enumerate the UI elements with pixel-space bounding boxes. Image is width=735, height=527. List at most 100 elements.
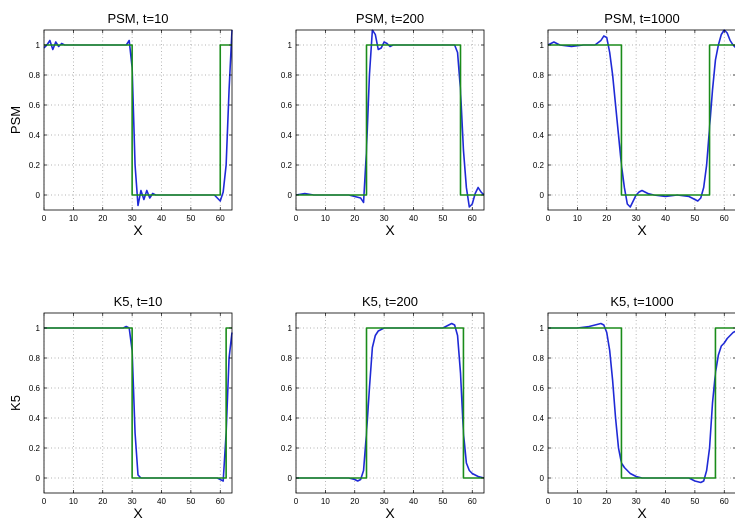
series-line-2 [548,327,735,479]
y-tick-label: 0 [540,191,545,200]
subplot-1: 0 10 20 30 40 50 60 0 0.2 0.4 0.6 0.8 1 PSM, t=10 X PSM [8,11,233,238]
x-tick-label: 20 [350,497,359,506]
x-tick-label: 30 [128,497,137,506]
y-tick-label: 1 [288,324,293,333]
chart-title: K5, t=10 [114,294,163,309]
y-tick-label: 0.4 [533,131,545,140]
x-tick-label: 0 [546,497,551,506]
x-tick-label: 10 [321,214,330,223]
x-tick-label: 20 [602,214,611,223]
x-tick-label: 10 [573,214,582,223]
plot-area [296,313,484,493]
y-tick-label: 0.8 [281,71,293,80]
x-tick-label: 40 [661,214,670,223]
y-tick-label: 0 [288,191,293,200]
plot-area [548,30,735,210]
x-tick-label: 50 [186,497,195,506]
x-tick-label: 30 [380,497,389,506]
y-tick-label: 0 [36,191,41,200]
y-tick-label: 0 [288,474,293,483]
x-axis-label: X [637,505,647,521]
x-tick-label: 30 [632,214,641,223]
x-tick-label: 0 [294,214,299,223]
axes-box [295,312,485,494]
y-tick-label: 0.2 [533,161,545,170]
y-tick-label: 0.8 [533,354,545,363]
y-tick-label: 0.8 [281,354,293,363]
subplot-4: 0 10 20 30 40 50 60 0 0.2 0.4 0.6 0.8 1 K5, t=10 X K5 [8,294,233,521]
x-tick-label: 60 [468,497,477,506]
chart-title: PSM, t=200 [356,11,424,26]
x-tick-label: 30 [380,214,389,223]
x-axis-label: X [133,222,143,238]
x-axis-label: X [385,222,395,238]
subplot-6: 0 10 20 30 40 50 60 0 0.2 0.4 0.6 0.8 1 K5, t=1000 X [533,294,735,521]
y-tick-label: 0.4 [281,414,293,423]
chart-title: K5, t=1000 [610,294,673,309]
x-tick-label: 0 [42,214,47,223]
series-line-2 [296,327,484,479]
y-tick-label: 1 [36,41,41,50]
axes-box [43,29,233,211]
x-tick-label: 10 [321,497,330,506]
y-tick-label: 0.2 [29,161,41,170]
x-axis-label: X [133,505,143,521]
y-tick-label: 1 [540,41,545,50]
subplot-5: 0 10 20 30 40 50 60 0 0.2 0.4 0.6 0.8 1 K5, t=200 X [281,294,485,521]
x-tick-label: 40 [661,497,670,506]
plot-area [44,30,232,210]
y-tick-label: 1 [540,324,545,333]
axes-box [547,312,735,494]
series-line-2 [296,44,484,196]
x-tick-label: 50 [690,214,699,223]
subplot-3: 0 10 20 30 40 50 60 0 0.2 0.4 0.6 0.8 1 PSM, t=1000 X [533,11,735,238]
y-tick-label: 0.6 [533,384,545,393]
y-tick-label: 0.2 [281,444,293,453]
axes-box [547,29,735,211]
y-tick-label: 0.4 [281,131,293,140]
x-tick-label: 50 [438,497,447,506]
y-tick-label: 1 [288,41,293,50]
y-tick-label: 0.6 [29,384,41,393]
x-tick-label: 20 [602,497,611,506]
series-line-1 [295,29,485,208]
y-tick-label: 0.6 [29,101,41,110]
y-tick-label: 0.6 [281,384,293,393]
x-tick-label: 20 [350,214,359,223]
axes-box [295,29,485,211]
y-tick-label: 0.6 [533,101,545,110]
y-tick-label: 0 [540,474,545,483]
chart-title: PSM, t=10 [107,11,168,26]
y-axis-label: PSM [8,106,23,134]
x-tick-label: 60 [216,497,225,506]
x-tick-label: 40 [409,497,418,506]
y-tick-label: 0 [36,474,41,483]
x-tick-label: 60 [720,497,729,506]
y-tick-label: 0.8 [533,71,545,80]
chart-title: K5, t=200 [362,294,418,309]
y-tick-label: 0.4 [29,131,41,140]
x-tick-label: 50 [690,497,699,506]
x-tick-label: 10 [69,497,78,506]
x-axis-label: X [637,222,647,238]
y-tick-label: 0.8 [29,71,41,80]
y-tick-label: 0.4 [533,414,545,423]
plot-area [44,313,232,493]
series-line-2 [44,327,232,479]
x-tick-label: 30 [632,497,641,506]
x-tick-label: 60 [468,214,477,223]
x-tick-label: 50 [438,214,447,223]
x-tick-label: 0 [42,497,47,506]
chart-title: PSM, t=1000 [604,11,680,26]
x-tick-label: 0 [294,497,299,506]
y-tick-label: 0.6 [281,101,293,110]
x-tick-label: 40 [409,214,418,223]
x-tick-label: 60 [720,214,729,223]
y-tick-label: 0.2 [281,161,293,170]
x-tick-label: 40 [157,214,166,223]
subplot-2: 0 10 20 30 40 50 60 0 0.2 0.4 0.6 0.8 1 PSM, t=200 X [281,11,485,238]
plot-area [548,313,735,493]
x-tick-label: 0 [546,214,551,223]
y-tick-label: 0.4 [29,414,41,423]
